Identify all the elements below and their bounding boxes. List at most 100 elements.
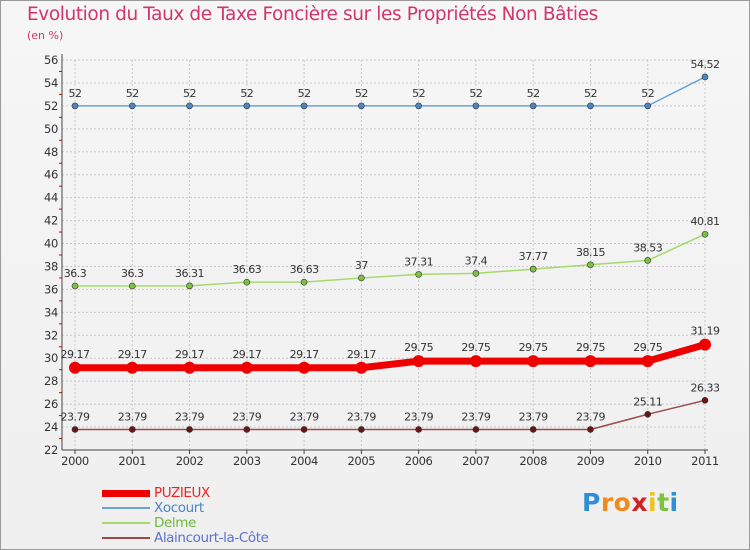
point-alaincourt-la-c-te <box>243 426 251 433</box>
x-tick-label: 2006 <box>405 454 433 468</box>
series-line-puzieux <box>75 341 706 372</box>
data-label-xocourt: 52 <box>355 87 368 100</box>
point-delme <box>128 282 136 290</box>
data-label-delme: 38.15 <box>576 246 605 259</box>
point-xocourt <box>415 102 422 110</box>
point-puzieux <box>699 338 711 351</box>
point-xocourt <box>529 102 537 110</box>
point-xocourt <box>243 102 251 110</box>
y-tick-label: 26 <box>44 397 58 411</box>
point-puzieux <box>240 361 253 374</box>
x-tick-label: 2000 <box>61 454 89 468</box>
data-label-xocourt: 52 <box>298 87 311 100</box>
data-label-delme: 37.77 <box>519 250 548 263</box>
legend-item-puzieux: PUZIEUX <box>102 485 332 501</box>
data-label-puzieux: 29.17 <box>290 348 319 361</box>
legend-swatch-delme <box>102 522 150 524</box>
legend-swatch-puzieux <box>102 490 150 497</box>
data-label-xocourt: 52 <box>126 87 139 100</box>
logo-letter: i <box>648 488 658 517</box>
point-xocourt <box>300 102 308 110</box>
data-label-xocourt: 52 <box>527 87 540 100</box>
point-puzieux <box>584 355 597 368</box>
data-label-alaincourt-la-c-te: 23.79 <box>461 410 490 423</box>
point-delme <box>300 278 308 286</box>
x-tick-label: 2002 <box>176 454 204 468</box>
legend-label-delme: Delme <box>154 515 196 531</box>
point-xocourt <box>186 102 193 110</box>
logo-letter: o <box>613 488 632 517</box>
y-tick-label: 28 <box>44 374 58 388</box>
x-tick-label: 2004 <box>290 454 318 468</box>
data-label-alaincourt-la-c-te: 23.79 <box>404 410 433 423</box>
legend-label-alaincourt: Alaincourt-la-Côte <box>154 530 269 546</box>
data-label-xocourt: 52 <box>641 87 654 100</box>
data-label-alaincourt-la-c-te: 23.79 <box>290 410 319 423</box>
point-delme <box>71 282 79 290</box>
logo-letter: i <box>669 488 679 517</box>
data-label-puzieux: 29.75 <box>576 341 605 354</box>
series-line-xocourt <box>75 76 706 107</box>
data-label-puzieux: 29.17 <box>175 348 204 361</box>
point-delme <box>701 230 709 238</box>
data-label-delme: 36.63 <box>290 263 319 276</box>
point-delme <box>243 278 251 286</box>
point-alaincourt-la-c-te <box>300 426 308 433</box>
data-label-puzieux: 29.75 <box>633 341 662 354</box>
proxiti-logo: Proxiti <box>582 488 679 517</box>
data-label-delme: 36.31 <box>175 267 204 280</box>
point-xocourt <box>701 73 709 81</box>
point-alaincourt-la-c-te <box>587 426 594 433</box>
data-label-alaincourt-la-c-te: 26.33 <box>691 381 720 394</box>
y-tick-label: 56 <box>44 53 58 67</box>
point-alaincourt-la-c-te <box>701 397 709 404</box>
point-puzieux <box>527 355 540 368</box>
data-label-puzieux: 29.17 <box>61 348 90 361</box>
point-puzieux <box>183 361 196 374</box>
data-label-alaincourt-la-c-te: 23.79 <box>232 410 261 423</box>
data-label-alaincourt-la-c-te: 23.79 <box>347 410 376 423</box>
data-label-puzieux: 29.75 <box>461 341 490 354</box>
data-label-puzieux: 29.17 <box>118 348 147 361</box>
data-label-delme: 38.53 <box>633 241 662 254</box>
point-delme <box>472 270 480 277</box>
data-label-delme: 36.3 <box>121 267 144 280</box>
chart-title: Evolution du Taux de Taxe Foncière sur l… <box>27 4 598 25</box>
data-label-delme: 37 <box>355 259 368 272</box>
y-tick-label: 22 <box>44 443 58 457</box>
data-label-alaincourt-la-c-te: 23.79 <box>175 410 204 423</box>
point-alaincourt-la-c-te <box>644 411 652 418</box>
point-alaincourt-la-c-te <box>358 426 365 433</box>
chart-subtitle: (en %) <box>27 29 64 42</box>
point-xocourt <box>128 102 136 110</box>
legend-item-delme: Delme <box>102 515 332 531</box>
point-delme <box>358 274 365 282</box>
y-tick-label: 54 <box>44 76 58 90</box>
point-delme <box>644 257 652 264</box>
data-label-alaincourt-la-c-te: 23.79 <box>61 410 90 423</box>
point-puzieux <box>412 355 425 368</box>
point-delme <box>587 261 594 269</box>
x-tick-label: 2011 <box>691 454 719 468</box>
data-label-alaincourt-la-c-te: 23.79 <box>519 410 548 423</box>
point-puzieux <box>126 361 139 374</box>
point-xocourt <box>587 102 594 110</box>
data-label-xocourt: 54.52 <box>691 58 720 71</box>
data-label-puzieux: 29.17 <box>347 348 376 361</box>
y-tick-label: 36 <box>44 282 58 296</box>
logo-letter: x <box>631 488 648 517</box>
y-tick-label: 42 <box>44 214 58 228</box>
legend-label-xocourt: Xocourt <box>154 500 204 516</box>
y-tick-label: 32 <box>44 328 58 342</box>
data-label-delme: 37.4 <box>465 254 488 267</box>
series-line-alaincourt-la-c-te <box>75 399 706 431</box>
point-xocourt <box>358 102 365 110</box>
point-puzieux <box>355 361 368 374</box>
data-label-delme: 40.81 <box>691 215 720 228</box>
data-label-delme: 36.3 <box>64 267 87 280</box>
data-label-puzieux: 29.75 <box>519 341 548 354</box>
point-puzieux <box>469 355 482 368</box>
y-tick-label: 24 <box>44 420 58 434</box>
data-label-puzieux: 29.75 <box>404 341 433 354</box>
point-alaincourt-la-c-te <box>529 426 537 433</box>
